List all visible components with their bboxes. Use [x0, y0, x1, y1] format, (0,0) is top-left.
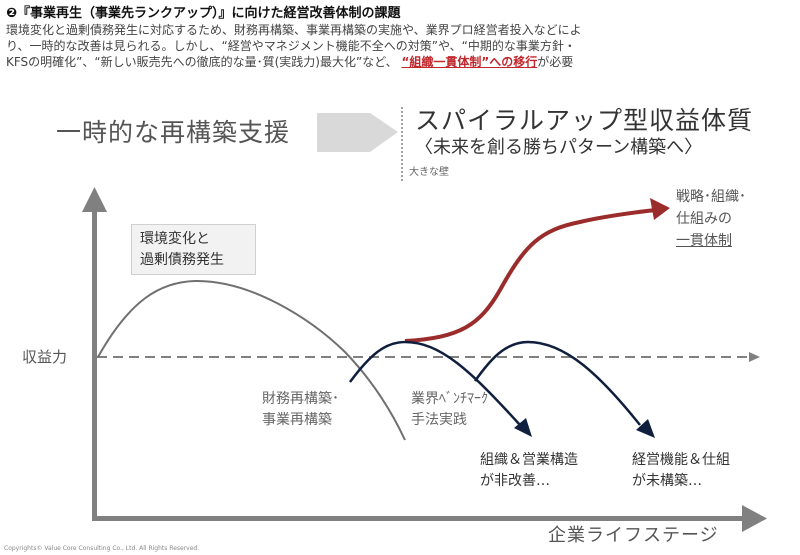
org-not-improved-label: 組織＆営業構造 が非改善…: [480, 450, 578, 492]
success-arrowhead: [650, 198, 670, 220]
failure-curve-2: [473, 340, 641, 426]
initial-curve: [97, 279, 406, 441]
benchmark-line-1: 業界ﾍﾞﾝﾁﾏｰｸ: [411, 391, 488, 407]
phase-transition-arrow: [317, 113, 398, 152]
page-title: ❷『事業再生（事業先ランクアップ）』に向けた経営改善体制の課題: [6, 6, 401, 21]
y-axis: [92, 210, 97, 520]
goal-line-1: 戦略･組織･: [676, 189, 746, 205]
goal-label: 戦略･組織･ 仕組みの 一貫体制: [676, 186, 746, 252]
mgmt-not-built-label: 経営機能＆仕組 が未構築…: [632, 450, 730, 492]
description-line-2: り、一時的な改善は見られる。しかし、“経営やマネジメント機能不全への対策”や、“…: [6, 39, 576, 53]
x-axis-label: 企業ライフステージ: [548, 525, 719, 546]
mgmt-line-2: が未構築…: [632, 473, 702, 489]
restructure-label: 財務再構築･ 事業再構築: [262, 389, 339, 431]
success-curve: [404, 208, 656, 343]
y-axis-label: 収益力: [22, 348, 68, 366]
goal-line-2: 仕組みの: [676, 211, 732, 227]
org-line-2: が非改善…: [480, 473, 550, 489]
baseline-arrowhead: [749, 352, 760, 362]
environment-change-box: 環境変化と 過剰債務発生: [131, 224, 256, 275]
y-axis-arrowhead: [82, 187, 107, 212]
description-line-1: 環境変化と過剰債務発生に対応するため、財務再構築、事業再構築の実施や、業界プロ経…: [6, 23, 582, 37]
failure-arrowhead-1: [514, 418, 532, 437]
goal-line-3: 一貫体制: [676, 233, 732, 249]
header: ❷『事業再生（事業先ランクアップ）』に向けた経営改善体制の課題 環境変化と過剰債…: [6, 6, 796, 70]
phase-spiral-up-subtitle: 〈未来を創る勝ちパターン構築へ〉: [415, 137, 703, 158]
phase-spiral-up-title: スパイラルアップ型収益体質: [415, 106, 754, 135]
description-line-3-pre: KFSの明確化”、“新しい販売先への徹底的な量･質(実践力)最大化”など、: [6, 55, 398, 69]
benchmark-label: 業界ﾍﾞﾝﾁﾏｰｸ 手法実践: [411, 389, 488, 431]
copyright: Copyrights© Value Core Consulting Co., L…: [4, 545, 200, 552]
benchmark-line-2: 手法実践: [411, 412, 467, 428]
phase-temporary-support: 一時的な再構築支援: [56, 118, 291, 147]
restructure-line-2: 事業再構築: [262, 412, 332, 428]
failure-arrowhead-2: [636, 419, 655, 438]
failure-curve-1: [348, 340, 521, 426]
description-line-3: KFSの明確化”、“新しい販売先への徹底的な量･質(実践力)最大化”など、 “組…: [6, 54, 796, 70]
wall-label: 大きな壁: [409, 167, 449, 178]
restructure-line-1: 財務再構築･: [262, 391, 339, 407]
env-box-line-1: 環境変化と: [140, 231, 210, 247]
x-axis: [92, 516, 747, 521]
org-line-1: 組織＆営業構造: [480, 452, 578, 468]
x-axis-arrowhead: [742, 505, 767, 532]
mgmt-line-1: 経営機能＆仕組: [632, 452, 730, 468]
description-highlight: “組織一貫体制”への移行: [401, 55, 538, 69]
description-line-3-post: が必要: [537, 55, 574, 69]
env-box-line-2: 過剰債務発生: [140, 252, 224, 268]
